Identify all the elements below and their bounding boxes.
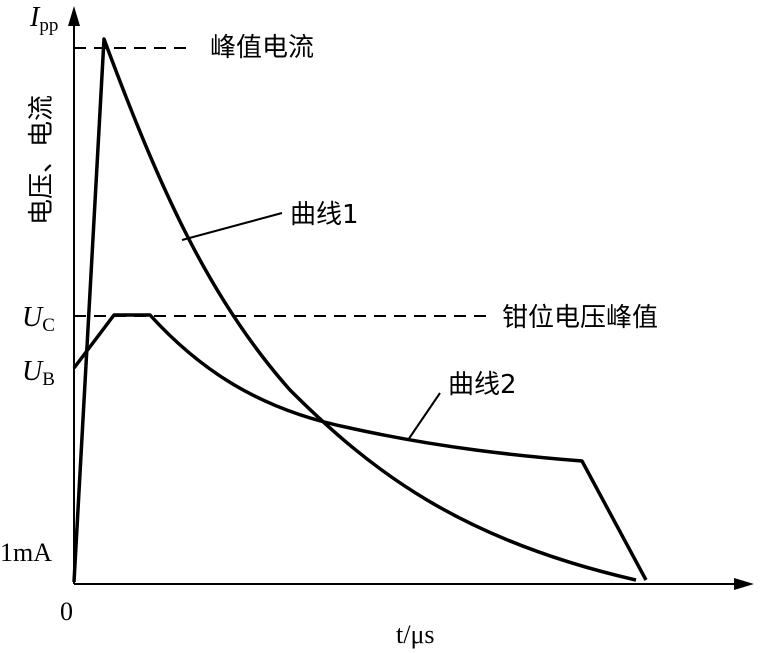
tick-uc: UC — [22, 302, 55, 336]
tick-1ma: 1mA — [0, 538, 52, 567]
curve-2-label: 曲线2 — [448, 370, 517, 400]
y-label-ipp-subscript: pp — [39, 15, 58, 36]
y-label-ipp: Ipp — [29, 2, 58, 36]
curve-1-label: 曲线1 — [290, 200, 359, 230]
curve-1-leader-line — [181, 212, 283, 241]
y-label-ipp-symbol: I — [29, 2, 41, 33]
peak-current-label: 峰值电流 — [210, 33, 314, 63]
clamp-voltage-peak-label: 钳位电压峰值 — [502, 303, 658, 333]
tick-ub-subscript: B — [42, 369, 55, 390]
curve-1-current — [72, 37, 637, 583]
x-axis-arrow — [734, 578, 754, 590]
tick-ub: UB — [22, 356, 55, 390]
tick-uc-subscript: C — [42, 315, 55, 336]
curve-2-leader-line — [407, 392, 441, 441]
origin-label: 0 — [60, 597, 73, 626]
axes — [68, 6, 754, 590]
tick-uc-symbol: U — [22, 302, 44, 333]
y-axis-arrow — [68, 6, 80, 26]
y-axis-title: 电压、电流 — [27, 95, 57, 225]
x-axis-title: t/μs — [396, 620, 435, 649]
tick-ub-symbol: U — [22, 356, 44, 387]
curve-2-voltage — [72, 313, 648, 581]
